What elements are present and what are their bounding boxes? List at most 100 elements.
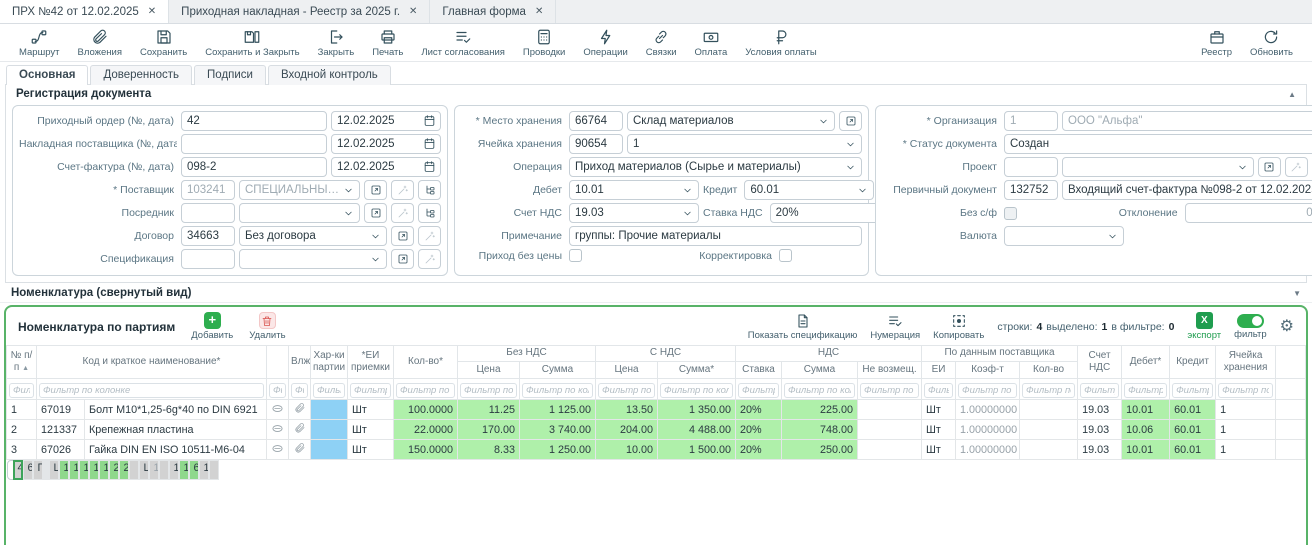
cell-qty[interactable]: 22.0000 xyxy=(393,419,458,440)
filter-price-vat-input[interactable] xyxy=(598,383,656,398)
supplier-select[interactable]: СПЕЦИАЛЬНЫЕ МАТЕРИАЛЫ ООО xyxy=(239,180,360,200)
cell-price-no-vat[interactable]: 170.00 xyxy=(457,419,520,440)
contract-open-button[interactable] xyxy=(391,226,414,246)
cell-sum-vat[interactable]: 4 488.00 xyxy=(657,419,737,440)
calendar-icon[interactable] xyxy=(425,162,434,172)
cell-ne-vozm[interactable] xyxy=(128,460,139,480)
specification-open-button[interactable] xyxy=(391,249,414,269)
table-row[interactable]: 3 67026 Гайка DIN EN ISO 10511-M6-04 Шт … xyxy=(6,439,1306,460)
primary-doc-code-input[interactable] xyxy=(1004,180,1058,200)
col-header-price-no-vat[interactable]: Цена xyxy=(457,361,520,379)
close-button[interactable]: Закрыть xyxy=(309,27,364,59)
mediator-open-button[interactable] xyxy=(364,203,387,223)
filter-ne-vozm-input[interactable] xyxy=(860,383,920,398)
cell-name[interactable]: Крепежная пластина xyxy=(84,419,267,440)
cell-sum-no-vat[interactable]: 10 583.33 xyxy=(78,460,89,480)
cell-vat-sum[interactable]: 2 116.67 xyxy=(118,460,129,480)
route-button[interactable]: Маршрут xyxy=(10,27,69,59)
table-row[interactable]: 4 67033 Гайка М10*1,25 6Н ГОСТ 5927-70 Ш… xyxy=(6,460,219,480)
numbering-button[interactable]: Нумерация xyxy=(870,313,920,341)
cell-num[interactable]: 1 xyxy=(6,399,37,420)
cell-vat-sum[interactable]: 250.00 xyxy=(781,439,859,460)
show-specification-button[interactable]: Показать спецификацию xyxy=(748,313,857,341)
close-icon[interactable]: ✕ xyxy=(147,6,157,17)
gear-icon[interactable]: ⚙ xyxy=(1279,317,1294,335)
payment-button[interactable]: Оплата xyxy=(686,27,737,59)
primary-doc-select[interactable]: Входящий счет-фактура №098-2 от 12.02.20… xyxy=(1062,180,1312,200)
cell-qty[interactable]: 100.0000 xyxy=(58,460,69,480)
col-header-price-vat[interactable]: Цена xyxy=(595,361,659,379)
window-tab-registry[interactable]: Приходная накладная - Реестр за 2025 г. … xyxy=(169,0,431,23)
specification-select[interactable] xyxy=(239,249,387,269)
cell-link[interactable] xyxy=(266,399,289,420)
filter-rate-input[interactable] xyxy=(738,383,780,398)
supplier-code-input[interactable] xyxy=(181,180,235,200)
organization-select[interactable]: ООО "Альфа" xyxy=(1062,111,1312,131)
vat-account-select[interactable]: 19.03 xyxy=(569,203,699,223)
cell-ei-priemki[interactable]: Шт xyxy=(347,419,394,440)
cell-qty2[interactable] xyxy=(1019,399,1079,420)
cell-koef[interactable]: 1.00000000 xyxy=(148,460,159,480)
filter-code-name-input[interactable] xyxy=(39,383,264,398)
cell-storage-cell[interactable]: 1 xyxy=(198,460,209,480)
col-header-link[interactable] xyxy=(266,345,289,379)
cell-debit[interactable]: 10.01 xyxy=(178,460,189,480)
mediator-wizard-button[interactable] xyxy=(391,203,414,223)
deviation-input[interactable] xyxy=(1184,203,1312,223)
cell-credit[interactable]: 60.01 xyxy=(188,460,199,480)
cell-batch-color[interactable] xyxy=(310,439,348,460)
filter-ei-priemki-input[interactable] xyxy=(350,383,391,398)
operations-button[interactable]: Операции xyxy=(574,27,636,59)
cell-storage-cell[interactable]: 1 xyxy=(1215,419,1277,440)
filter-qty2-input[interactable] xyxy=(1022,383,1076,398)
cell-price-vat[interactable]: 127.00 xyxy=(88,460,99,480)
cell-debit[interactable]: 10.06 xyxy=(1121,419,1171,440)
project-select[interactable] xyxy=(1062,157,1254,177)
cell-koef[interactable]: 1.00000000 xyxy=(955,399,1021,420)
invoice-date-input[interactable] xyxy=(331,157,441,177)
filter-koef-input[interactable] xyxy=(958,383,1018,398)
cell-rate[interactable]: 20% xyxy=(735,399,783,420)
calendar-icon[interactable] xyxy=(425,116,434,126)
contract-code-input[interactable] xyxy=(181,226,235,246)
supplier-tree-button[interactable] xyxy=(418,180,441,200)
filter-num-input[interactable] xyxy=(9,383,34,398)
cell-price-vat[interactable]: 13.50 xyxy=(595,399,659,420)
close-icon[interactable]: ✕ xyxy=(534,6,544,17)
cell-qty[interactable]: 100.0000 xyxy=(393,399,458,420)
col-header-ei[interactable]: ЕИ xyxy=(921,361,957,379)
cell-link[interactable] xyxy=(266,419,289,440)
organization-code-input[interactable] xyxy=(1004,111,1058,131)
cell-link[interactable] xyxy=(266,439,289,460)
filter-vat-account-input[interactable] xyxy=(1080,383,1120,398)
print-button[interactable]: Печать xyxy=(363,27,412,59)
col-header-koef[interactable]: Коэф-т xyxy=(955,361,1021,379)
cell-vat-account[interactable]: 19.03 xyxy=(1077,399,1123,420)
cell-price-vat[interactable]: 10.00 xyxy=(595,439,659,460)
project-open-button[interactable] xyxy=(1257,157,1281,177)
col-header-sum-no-vat[interactable]: Сумма xyxy=(518,361,597,379)
table-row[interactable]: 1 67019 Болт М10*1,25-6g*40 по DIN 6921 … xyxy=(6,399,1306,420)
links-button[interactable]: Связки xyxy=(637,27,686,59)
save-close-button[interactable]: Сохранить и Закрыть xyxy=(196,27,308,59)
cell-attachment[interactable] xyxy=(288,419,311,440)
cell-ei-priemki[interactable]: Шт xyxy=(48,460,59,480)
cell-ei[interactable]: Шт xyxy=(138,460,149,480)
window-tab-main-form[interactable]: Главная форма ✕ xyxy=(430,0,557,23)
cell-credit[interactable]: 60.01 xyxy=(1169,399,1217,420)
cell-num[interactable]: 4 xyxy=(12,460,23,480)
cell-ei-priemki[interactable]: Шт xyxy=(347,439,394,460)
cell-qty2[interactable] xyxy=(1019,419,1079,440)
storage-cell-code-input[interactable] xyxy=(569,134,623,154)
col-header-batch[interactable]: Хар-ки партии xyxy=(310,345,348,379)
supplier-open-button[interactable] xyxy=(364,180,387,200)
order-date-input[interactable] xyxy=(331,111,441,131)
cell-batch-color[interactable] xyxy=(46,460,49,480)
project-code-input[interactable] xyxy=(1004,157,1058,177)
tab-input-control[interactable]: Входной контроль xyxy=(267,65,391,85)
filter-toggle[interactable]: фильтр xyxy=(1234,313,1267,340)
note-input[interactable] xyxy=(569,226,862,246)
cell-rate[interactable]: 20% xyxy=(735,419,783,440)
col-header-code-name[interactable]: Код и краткое наименование* xyxy=(36,345,267,379)
cell-batch-color[interactable] xyxy=(310,399,348,420)
